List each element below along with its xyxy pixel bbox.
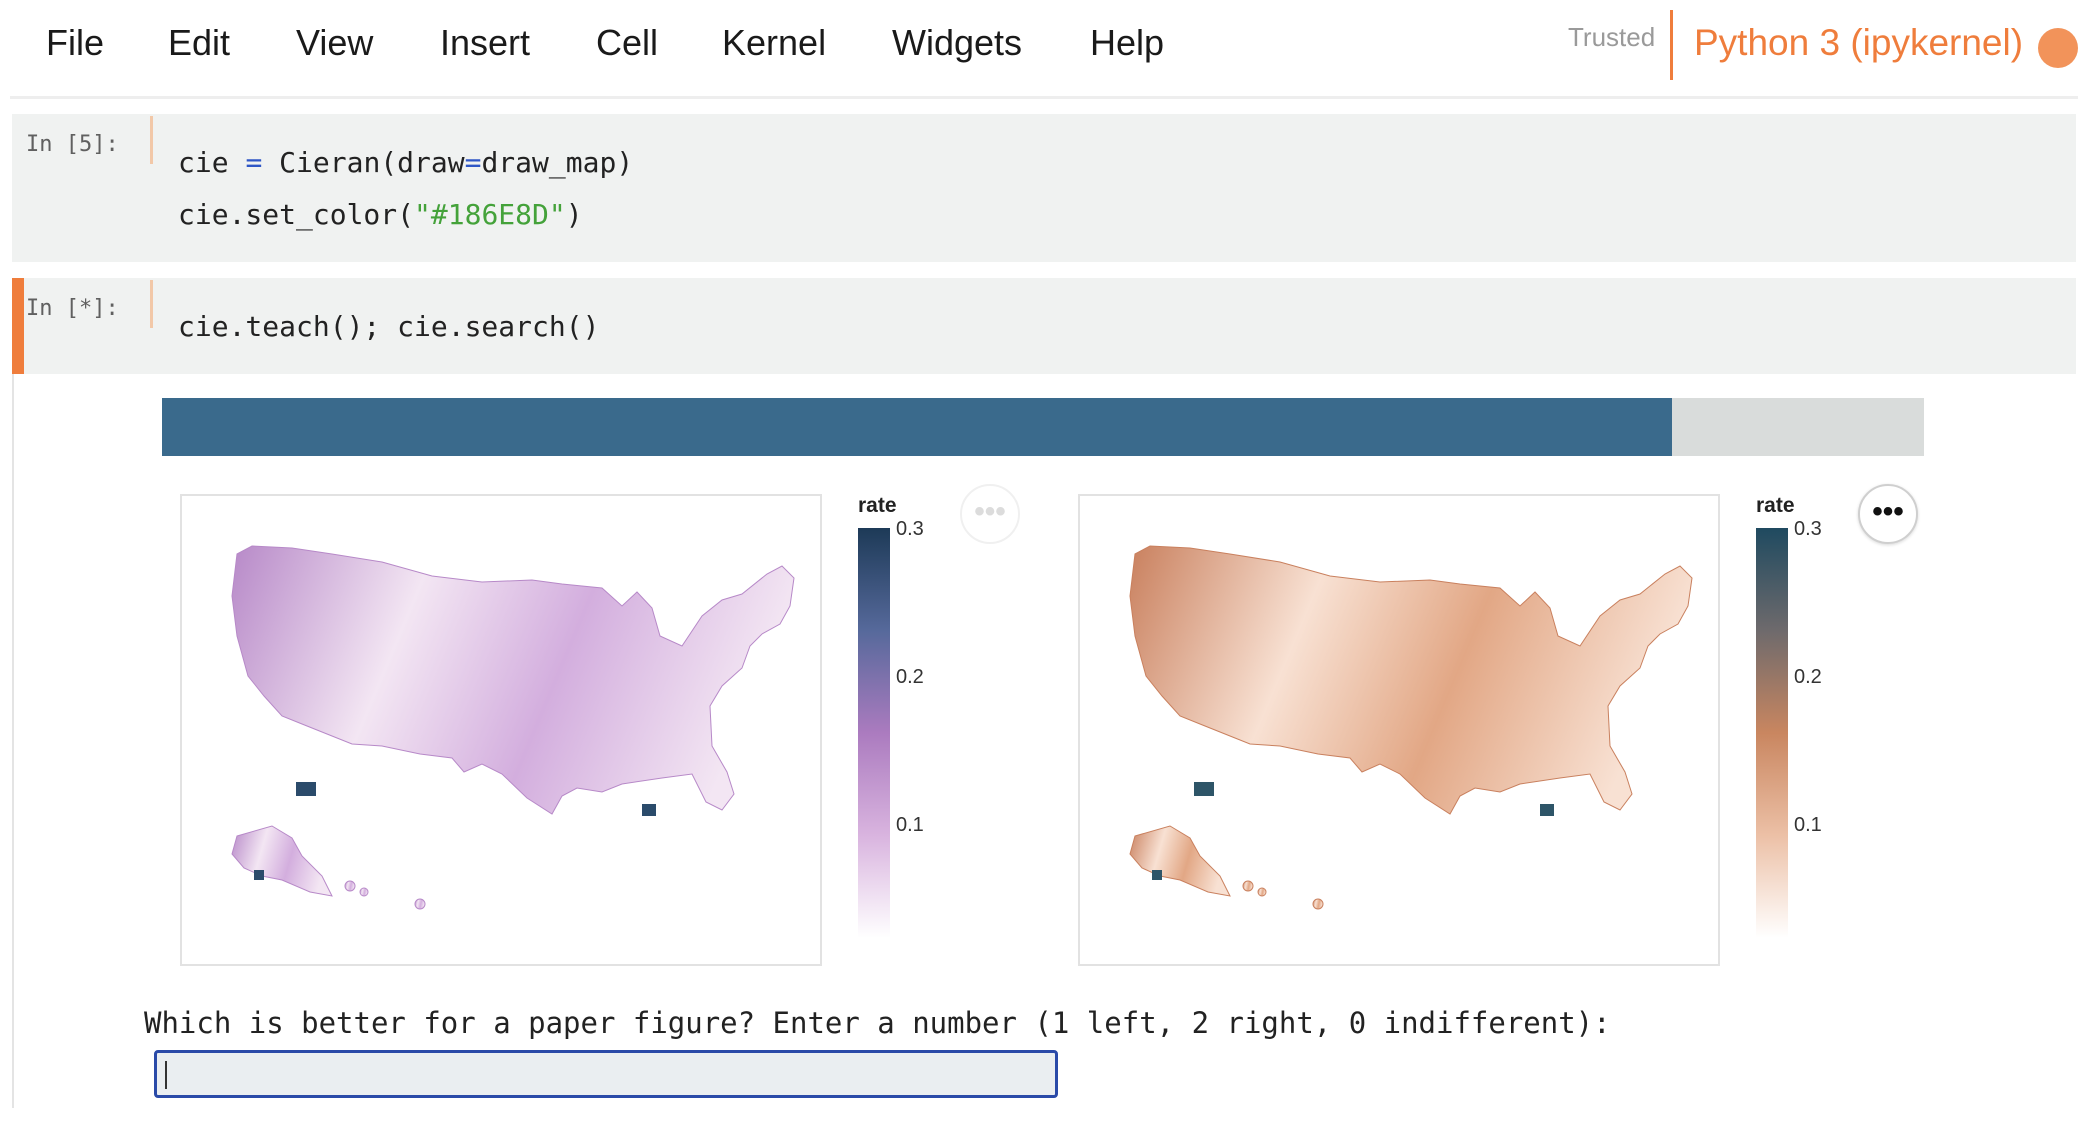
ellipsis-icon: •••	[1872, 495, 1904, 528]
hotspot-alaska-right	[1152, 870, 1162, 880]
map-right-panel[interactable]	[1078, 494, 1720, 966]
alaska-left	[231, 825, 333, 897]
legend-tick-0.3-right: 0.3	[1794, 518, 1822, 540]
island-3-left	[414, 898, 426, 910]
legend-tick-0.2-left: 0.2	[896, 666, 924, 688]
menu-help[interactable]: Help	[1090, 22, 1165, 63]
hotspot-atlanta-right	[1540, 804, 1554, 816]
legend-tick-0.3-left: 0.3	[896, 518, 924, 540]
output-area-border	[12, 374, 14, 1108]
answer-input[interactable]	[154, 1050, 1058, 1098]
legend-title-left: rate	[858, 494, 897, 517]
kernel-name[interactable]: Python 3 (ipykernel)	[1694, 22, 2024, 63]
more-options-right-button[interactable]: •••	[1858, 484, 1918, 544]
ellipsis-icon: •••	[974, 495, 1006, 528]
hotspot-la-left	[296, 782, 316, 796]
map-left-panel[interactable]	[180, 494, 822, 966]
hotspot-la-right	[1194, 782, 1214, 796]
hotspot-alaska-left	[254, 870, 264, 880]
island-2-left	[359, 887, 369, 897]
menu-insert[interactable]: Insert	[440, 22, 531, 63]
island-3-right	[1312, 898, 1324, 910]
cell-2-prompt-divider	[150, 280, 153, 328]
us-map-left	[231, 545, 795, 910]
cell-1-code-line-2[interactable]: cie.set_color("#186E8D")	[178, 198, 583, 231]
kernel-busy-indicator-icon	[2038, 28, 2078, 68]
island-2-right	[1257, 887, 1267, 897]
us-mainland-right	[1129, 545, 1693, 815]
island-1-left	[344, 880, 356, 892]
menu-cell[interactable]: Cell	[596, 22, 659, 63]
menu-kernel[interactable]: Kernel	[722, 22, 827, 63]
color-ramp-right	[1756, 528, 1788, 938]
cell-1-prompt-divider	[150, 116, 153, 164]
alaska-right	[1129, 825, 1231, 897]
code-cell-2[interactable]	[12, 278, 2076, 374]
menu-divider	[10, 96, 2078, 99]
progress-bar-fill	[162, 398, 1673, 456]
legend-title-right: rate	[1756, 494, 1795, 517]
active-cell-indicator	[12, 278, 24, 374]
trusted-indicator[interactable]: Trusted	[1568, 22, 1656, 52]
kernel-separator	[1670, 10, 1673, 80]
menu-widgets[interactable]: Widgets	[892, 22, 1023, 63]
more-options-left-button[interactable]: •••	[960, 484, 1020, 544]
code-cell-1[interactable]	[12, 114, 2076, 262]
legend-tick-0.1-left: 0.1	[896, 814, 924, 836]
us-map-right	[1129, 545, 1693, 910]
legend-left: rate 0.3 0.2 0.1	[858, 494, 978, 954]
legend-tick-0.1-right: 0.1	[1794, 814, 1822, 836]
cell-1-code-line-1[interactable]: cie = Cieran(draw=draw_map)	[178, 146, 634, 179]
input-prompt-text: Which is better for a paper figure? Ente…	[144, 1006, 1611, 1040]
cell-2-code[interactable]: cie.teach(); cie.search()	[178, 310, 600, 343]
us-mainland-left	[231, 545, 795, 815]
legend-tick-0.2-right: 0.2	[1794, 666, 1822, 688]
cell-2-prompt: In [*]:	[26, 296, 119, 321]
menu-view[interactable]: View	[296, 22, 374, 63]
hotspot-atlanta-left	[642, 804, 656, 816]
color-ramp-left	[858, 528, 890, 938]
menu-edit[interactable]: Edit	[168, 22, 231, 63]
legend-right: rate 0.3 0.2 0.1	[1756, 494, 1876, 954]
menu-bar: File Edit View Insert Cell Kernel Widget…	[0, 0, 2088, 96]
cell-1-prompt: In [5]:	[26, 132, 119, 157]
progress-bar	[162, 398, 1924, 456]
island-1-right	[1242, 880, 1254, 892]
text-caret	[165, 1061, 167, 1089]
menu-file[interactable]: File	[46, 22, 105, 63]
